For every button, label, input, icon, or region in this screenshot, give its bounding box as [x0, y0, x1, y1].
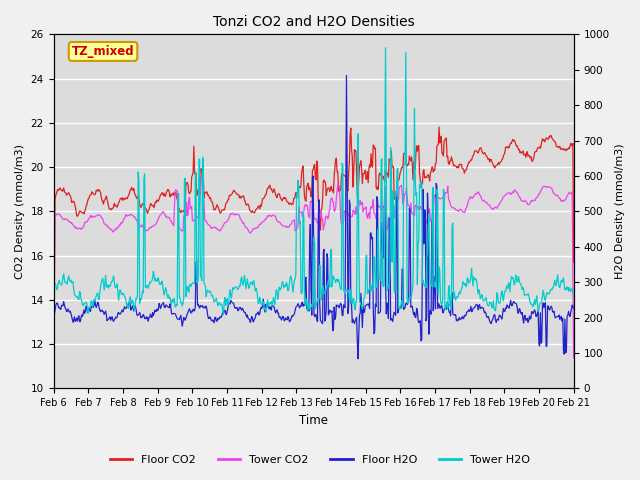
Floor CO2 [392, 196, 399, 202]
Floor H2O [165, 305, 173, 311]
Floor CO2 [435, 124, 443, 130]
X-axis label: Time: Time [299, 414, 328, 427]
Floor CO2 [376, 172, 384, 178]
Tower H2O [113, 283, 120, 289]
Floor H2O [378, 220, 386, 226]
Title: Tonzi CO2 and H2O Densities: Tonzi CO2 and H2O Densities [212, 15, 415, 29]
Tower H2O [193, 280, 200, 286]
Floor CO2 [165, 189, 173, 195]
Tower CO2 [378, 207, 385, 213]
Tower CO2 [197, 174, 205, 180]
Floor H2O [354, 356, 362, 361]
Floor CO2 [570, 259, 577, 265]
Floor H2O [50, 349, 58, 355]
Line: Floor CO2: Floor CO2 [54, 127, 573, 404]
Tower CO2 [165, 214, 173, 220]
Line: Tower CO2: Tower CO2 [54, 177, 573, 375]
Floor CO2 [113, 204, 120, 209]
Tower CO2 [50, 372, 58, 378]
Tower H2O [59, 274, 67, 280]
Line: Floor H2O: Floor H2O [54, 75, 573, 359]
Tower H2O [165, 295, 173, 301]
Floor H2O [113, 315, 120, 321]
Y-axis label: CO2 Density (mmol/m3): CO2 Density (mmol/m3) [15, 144, 25, 279]
Tower CO2 [193, 216, 200, 221]
Tower H2O [570, 291, 577, 297]
Tower CO2 [392, 200, 400, 205]
Tower CO2 [113, 225, 120, 231]
Tower H2O [381, 45, 389, 50]
Line: Tower H2O: Tower H2O [54, 48, 573, 338]
Floor H2O [342, 72, 350, 78]
Tower H2O [376, 277, 384, 283]
Tower CO2 [570, 355, 577, 360]
Floor CO2 [193, 192, 200, 198]
Tower CO2 [59, 216, 67, 222]
Floor H2O [393, 191, 401, 196]
Floor CO2 [50, 401, 58, 407]
Y-axis label: H2O Density (mmol/m3): H2O Density (mmol/m3) [615, 144, 625, 279]
Text: TZ_mixed: TZ_mixed [72, 45, 134, 58]
Tower H2O [50, 335, 58, 341]
Tower H2O [392, 193, 400, 199]
Floor H2O [193, 257, 200, 263]
Floor H2O [570, 305, 577, 311]
Floor CO2 [59, 188, 67, 193]
Legend: Floor CO2, Tower CO2, Floor H2O, Tower H2O: Floor CO2, Tower CO2, Floor H2O, Tower H… [105, 451, 535, 469]
Floor H2O [59, 303, 67, 309]
